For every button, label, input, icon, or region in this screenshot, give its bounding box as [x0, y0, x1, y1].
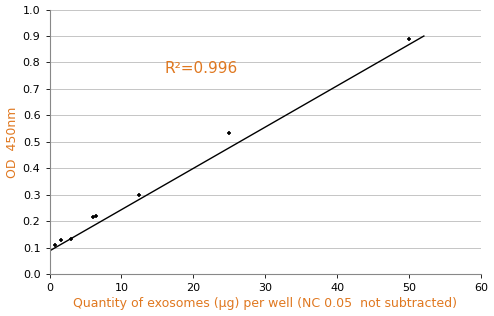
Point	[67, 236, 75, 241]
Point	[135, 192, 143, 198]
Point	[226, 130, 234, 135]
Point	[406, 36, 413, 41]
Point	[57, 237, 65, 242]
Point	[92, 214, 100, 219]
Point	[51, 243, 59, 248]
Text: R²=0.996: R²=0.996	[165, 61, 238, 76]
Y-axis label: OD  450nm: OD 450nm	[5, 106, 19, 178]
Point	[89, 215, 97, 220]
X-axis label: Quantity of exosomes (µg) per well (NC 0.05  not subtracted): Quantity of exosomes (µg) per well (NC 0…	[74, 297, 457, 310]
